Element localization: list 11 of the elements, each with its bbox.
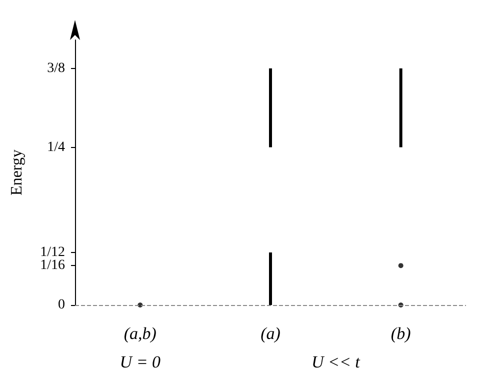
y-tick-label: 0 (58, 298, 65, 312)
x-tick-label: (b) (390, 324, 412, 343)
text: U = 0 (120, 352, 162, 372)
text: U << t (311, 352, 362, 372)
x-tick-label: (a) (260, 324, 281, 343)
y-tick-label: 3/8 (47, 60, 65, 76)
y-tick-label: 1/16 (40, 258, 65, 274)
x-tick-label: (a,b) (124, 324, 157, 343)
y-tick-label: 1/4 (47, 140, 65, 155)
y-axis-title: Energy (8, 150, 26, 196)
y-tick-label: 1/12 (40, 244, 65, 260)
